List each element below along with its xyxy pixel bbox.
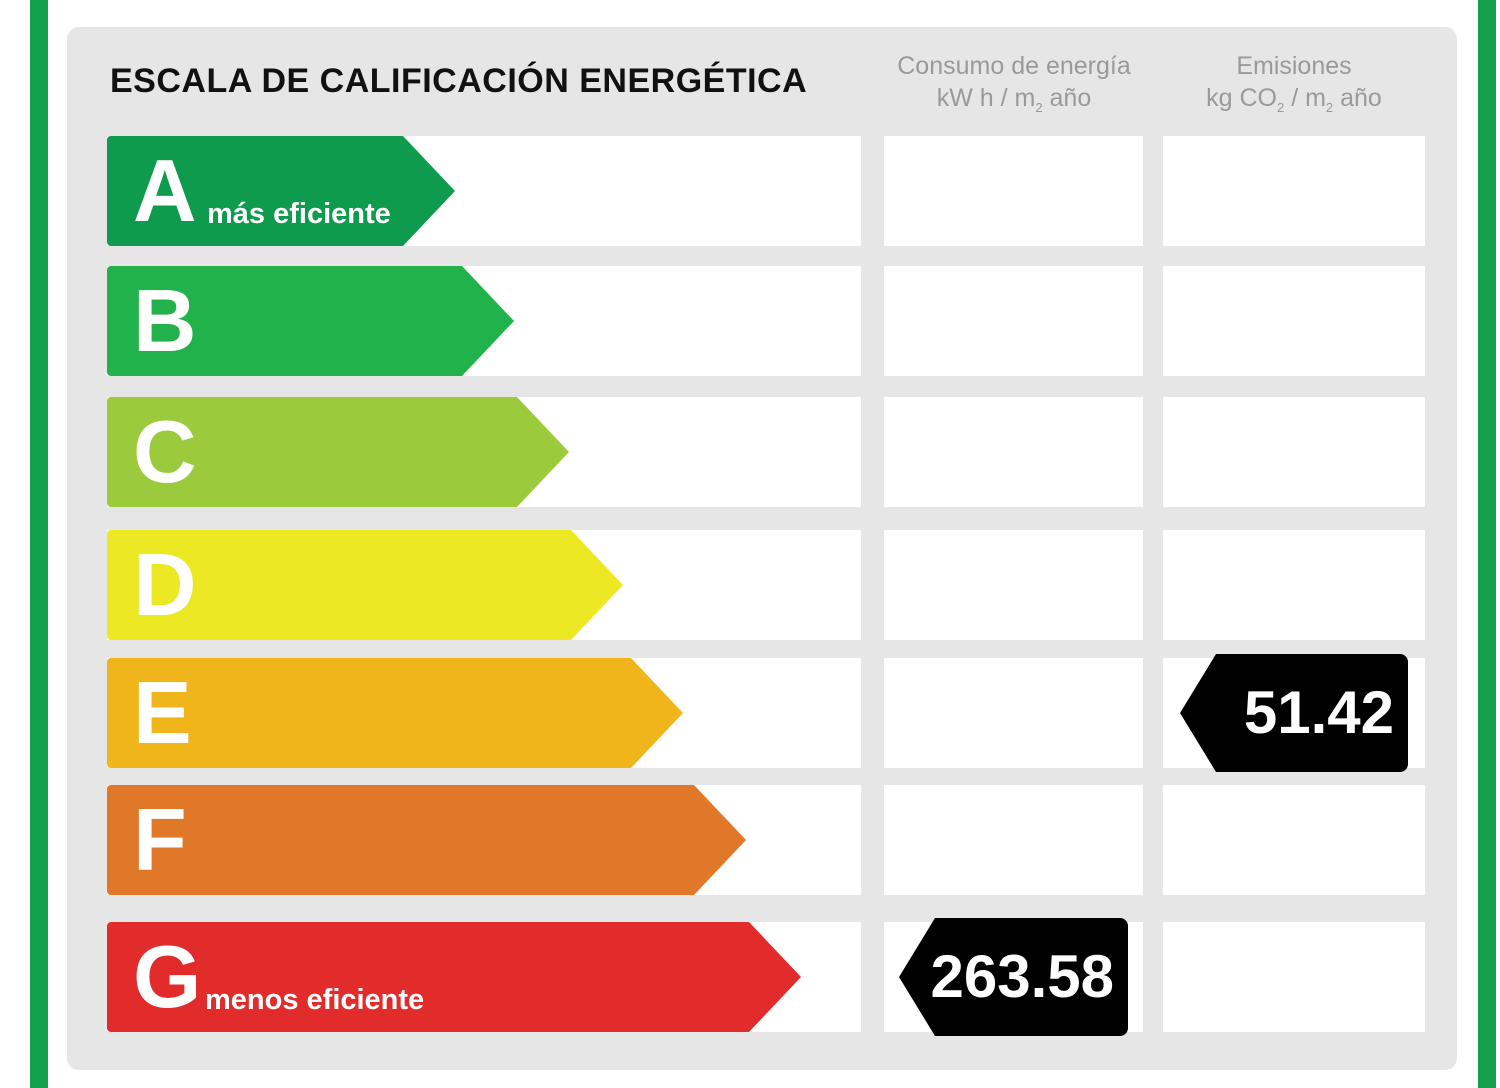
emissions-rating-tag: 51.42: [1180, 654, 1408, 772]
rating-bar-d: D: [107, 530, 623, 640]
scale-row-c: C: [107, 397, 1425, 507]
energy-rating-tag: 263.58: [899, 918, 1128, 1036]
energy-unit-text: kW h / m: [936, 84, 1036, 112]
frame-border-left: [30, 0, 48, 1088]
emissions-unit-mid: / m: [1284, 84, 1326, 112]
scale-cell: B: [107, 266, 861, 376]
energy-cell: [884, 266, 1143, 376]
scale-row-b: B: [107, 266, 1425, 376]
emissions-header-line2: kg CO2 / m2 año: [1163, 82, 1425, 124]
scale-cell: C: [107, 397, 861, 507]
scale-row-e: E 51.42: [107, 654, 1425, 772]
rating-letter: G: [133, 927, 202, 1026]
emissions-cell: [1163, 785, 1425, 895]
energy-header-line2: kW h / m2 año: [884, 82, 1144, 124]
energy-header-line1: Consumo de energía: [897, 52, 1131, 80]
emissions-unit-sub: 2: [1277, 100, 1285, 115]
rating-letter: A: [133, 141, 197, 240]
scale-cell: D: [107, 530, 861, 640]
rating-caption: más eficiente: [207, 198, 391, 230]
rating-letter: E: [133, 663, 192, 762]
emissions-header-line1: Emisiones: [1236, 52, 1352, 80]
energy-cell: [884, 530, 1143, 640]
rating-bar-e: E: [107, 658, 683, 768]
emissions-cell: [1163, 530, 1425, 640]
energy-cell: [884, 785, 1143, 895]
energy-cell: [884, 397, 1143, 507]
rating-letter: F: [133, 790, 187, 889]
rating-letter: B: [133, 271, 197, 370]
energy-column-header: Consumo de energía kW h / m2 año: [884, 50, 1144, 124]
emissions-cell: [1163, 266, 1425, 376]
energy-unit-sub: 2: [1035, 100, 1043, 115]
scale-row-d: D: [107, 530, 1425, 640]
scale-cell: E: [107, 658, 861, 768]
scale-cell: F: [107, 785, 861, 895]
energy-cell: [884, 136, 1143, 246]
emissions-column-header: Emisiones kg CO2 / m2 año: [1163, 50, 1425, 124]
energy-unit-year: año: [1042, 84, 1092, 112]
emissions-unit-year: año: [1333, 84, 1382, 112]
page-title: ESCALA DE CALIFICACIÓN ENERGÉTICA: [110, 62, 808, 100]
emissions-cell: [1163, 136, 1425, 246]
rating-letter: D: [133, 535, 197, 634]
rating-bar-b: B: [107, 266, 514, 376]
emissions-unit-text: kg CO: [1206, 84, 1278, 112]
emissions-cell: [1163, 397, 1425, 507]
emissions-unit-sub2: 2: [1325, 100, 1334, 115]
scale-row-f: F: [107, 785, 1425, 895]
rating-bar-f: F: [107, 785, 746, 895]
rating-caption: menos eficiente: [205, 984, 425, 1016]
energy-cell: [884, 658, 1143, 768]
emissions-cell: [1163, 922, 1425, 1032]
rating-letter: C: [133, 402, 197, 501]
frame-border-right: [1478, 0, 1496, 1088]
rating-bar-c: C: [107, 397, 569, 507]
